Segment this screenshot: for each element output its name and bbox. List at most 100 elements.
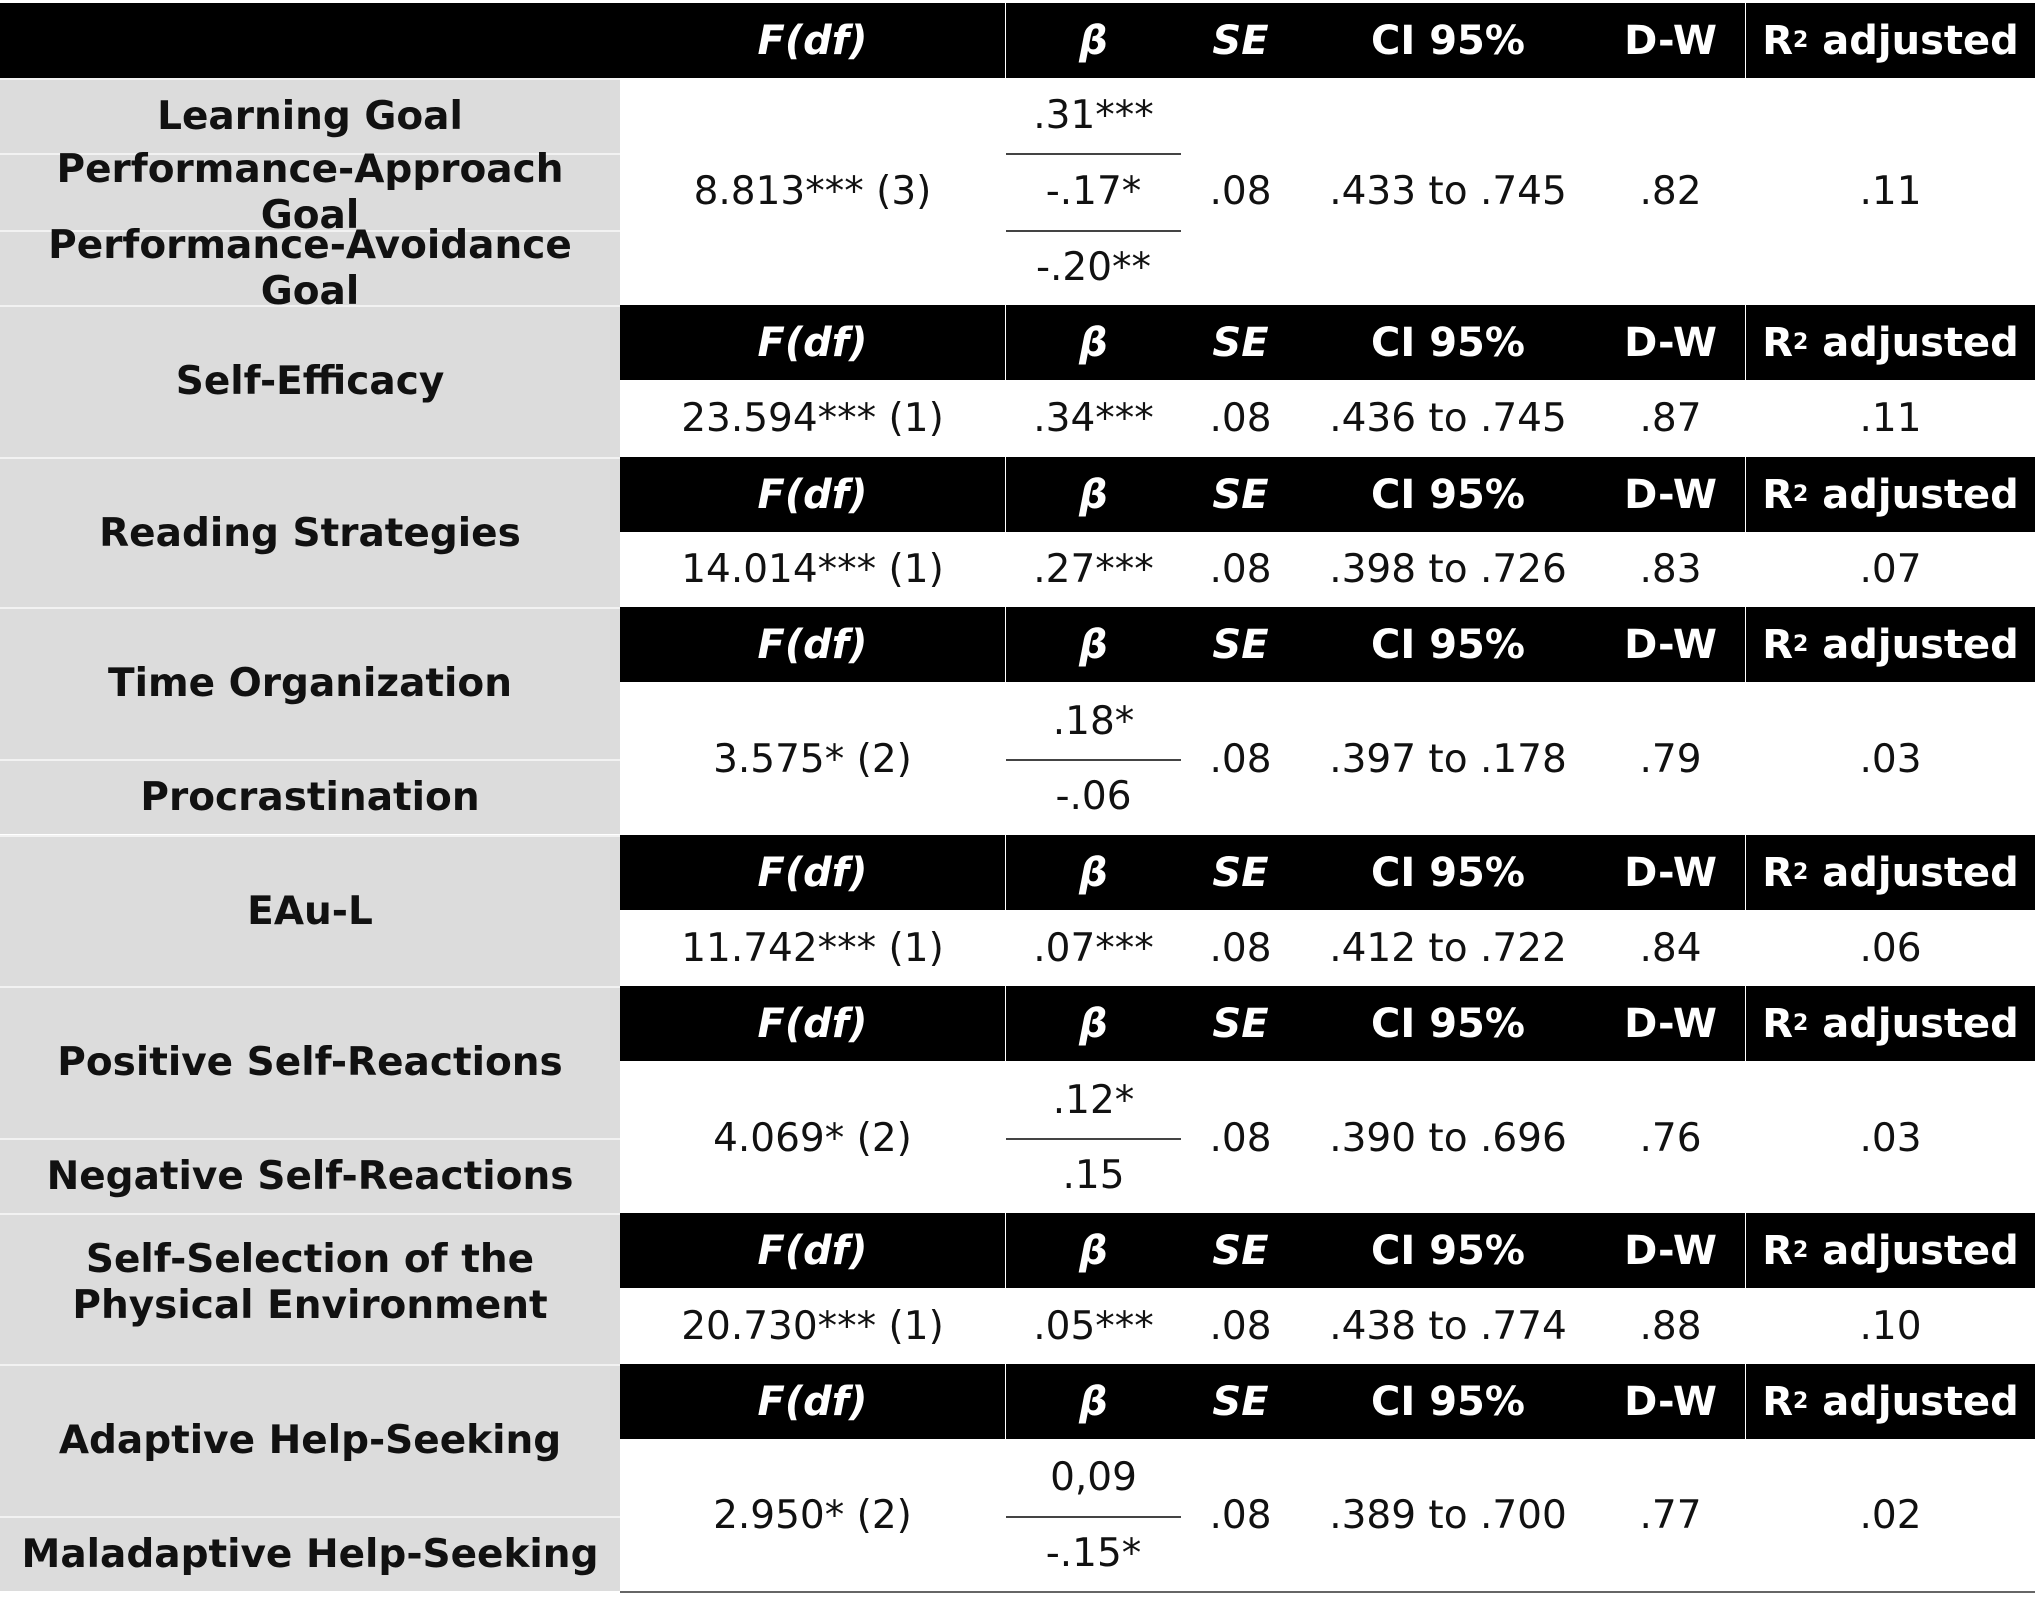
- beta-value: .07***: [1006, 910, 1181, 987]
- beta-divider: [1006, 153, 1181, 155]
- r2-letter: R: [1762, 621, 1794, 668]
- se-value: .08: [1181, 380, 1300, 457]
- column-header: D-W: [1596, 835, 1745, 910]
- se-value: .08: [1181, 1062, 1300, 1214]
- beta-value: .27***: [1006, 532, 1181, 607]
- column-header: F(df): [620, 3, 1005, 78]
- se-value: .08: [1181, 1289, 1300, 1364]
- column-header: CI 95%: [1300, 3, 1596, 78]
- f-value: 4.069* (2): [620, 1062, 1005, 1214]
- variable-label: Performance-Avoidance Goal: [0, 223, 620, 314]
- beta-divider: [1006, 759, 1181, 761]
- f-value: 11.742*** (1): [620, 910, 1005, 987]
- r2-value: .11: [1746, 78, 2035, 305]
- r2-letter: R: [1762, 1000, 1794, 1047]
- variable-label: Performance-Approach Goal: [0, 147, 620, 238]
- column-header: F(df): [620, 986, 1005, 1061]
- r2-letter: R: [1762, 17, 1794, 64]
- column-header: CI 95%: [1300, 1364, 1596, 1439]
- se-value: .08: [1181, 532, 1300, 607]
- column-header: β: [1006, 457, 1181, 532]
- dw-value: .87: [1596, 380, 1745, 457]
- column-header: F(df): [620, 1213, 1005, 1288]
- f-value: 3.575* (2): [620, 683, 1005, 835]
- variable-label: Procrastination: [0, 759, 620, 834]
- f-value: 14.014*** (1): [620, 532, 1005, 607]
- column-header: F(df): [620, 607, 1005, 682]
- column-header: D-W: [1596, 607, 1745, 682]
- beta-value: .34***: [1006, 380, 1181, 457]
- se-value: .08: [1181, 910, 1300, 987]
- f-value: 23.594*** (1): [620, 380, 1005, 457]
- column-header: CI 95%: [1300, 607, 1596, 682]
- beta-value: 0,09: [1006, 1439, 1181, 1516]
- f-value: 8.813*** (3): [620, 78, 1005, 305]
- beta-value: .31***: [1006, 78, 1181, 153]
- column-header: F(df): [620, 457, 1005, 532]
- header-corner: [0, 3, 620, 78]
- column-header: CI 95%: [1300, 835, 1596, 910]
- column-header: SE: [1181, 305, 1300, 380]
- ci-value: .397 to .178: [1300, 683, 1596, 835]
- column-header: D-W: [1596, 1364, 1745, 1439]
- column-header: β: [1006, 607, 1181, 682]
- r2-suffix: adjusted: [1808, 1227, 2019, 1274]
- dw-value: .88: [1596, 1289, 1745, 1364]
- dw-value: .84: [1596, 910, 1745, 987]
- r2-letter: R: [1762, 471, 1794, 518]
- beta-divider: [1006, 1138, 1181, 1140]
- r2-letter: R: [1762, 1378, 1794, 1425]
- column-header: CI 95%: [1300, 305, 1596, 380]
- beta-value: .18*: [1006, 683, 1181, 760]
- dw-value: .79: [1596, 683, 1745, 835]
- r2-letter: R: [1762, 319, 1794, 366]
- r2-value: .11: [1746, 380, 2035, 457]
- column-header: SE: [1181, 986, 1300, 1061]
- variable-label: Time Organization: [0, 607, 620, 759]
- f-value: 20.730*** (1): [620, 1289, 1005, 1364]
- variable-label: Adaptive Help-Seeking: [0, 1364, 620, 1516]
- r2-value: .06: [1746, 910, 2035, 987]
- column-header: CI 95%: [1300, 457, 1596, 532]
- dw-value: .76: [1596, 1062, 1745, 1214]
- beta-value: -.17*: [1006, 153, 1181, 230]
- column-header: β: [1006, 1364, 1181, 1439]
- r2-letter: R: [1762, 1227, 1794, 1274]
- variable-label: Self-Efficacy: [0, 305, 620, 457]
- r2-value: .03: [1746, 683, 2035, 835]
- r2-value: .07: [1746, 532, 2035, 607]
- variable-label: Maladaptive Help-Seeking: [0, 1516, 620, 1591]
- beta-value: .15: [1006, 1138, 1181, 1213]
- beta-value: -.15*: [1006, 1516, 1181, 1591]
- column-header: F(df): [620, 1364, 1005, 1439]
- r2-suffix: adjusted: [1808, 849, 2019, 896]
- dw-value: .83: [1596, 532, 1745, 607]
- ci-value: .438 to .774: [1300, 1289, 1596, 1364]
- column-header: F(df): [620, 305, 1005, 380]
- r2-letter: R: [1762, 849, 1794, 896]
- r2-suffix: adjusted: [1808, 1000, 2019, 1047]
- beta-value: -.06: [1006, 759, 1181, 834]
- column-header: D-W: [1596, 3, 1745, 78]
- column-header: CI 95%: [1300, 986, 1596, 1061]
- column-header: SE: [1181, 3, 1300, 78]
- ci-value: .412 to .722: [1300, 910, 1596, 987]
- column-header: SE: [1181, 1364, 1300, 1439]
- r2-suffix: adjusted: [1808, 319, 2019, 366]
- column-header: β: [1006, 1213, 1181, 1288]
- dw-value: .77: [1596, 1439, 1745, 1591]
- table-bottom-rule: [620, 1591, 2035, 1593]
- r2-suffix: adjusted: [1808, 621, 2019, 668]
- beta-value: -.20**: [1006, 230, 1181, 305]
- dw-value: .82: [1596, 78, 1745, 305]
- se-value: .08: [1181, 78, 1300, 305]
- ci-value: .390 to .696: [1300, 1062, 1596, 1214]
- f-value: 2.950* (2): [620, 1439, 1005, 1591]
